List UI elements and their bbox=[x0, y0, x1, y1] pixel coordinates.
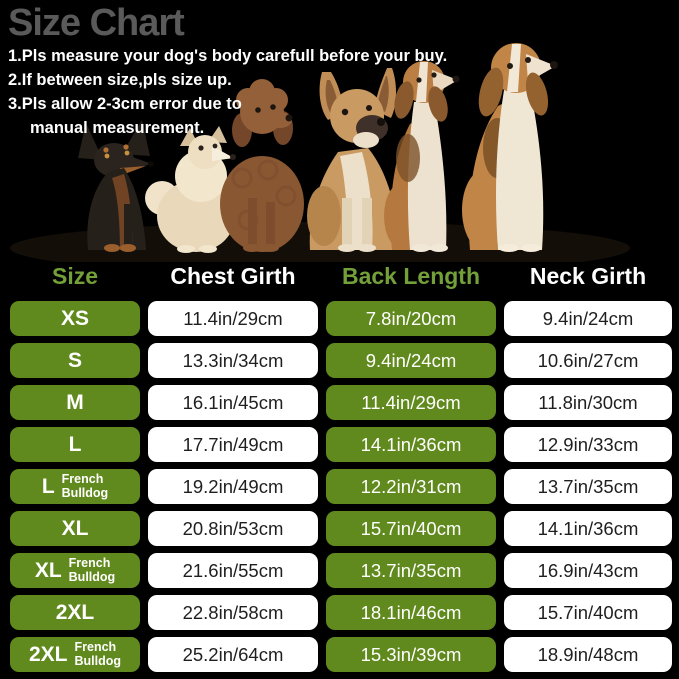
neck-value-s: 10.6in/27cm bbox=[504, 343, 672, 378]
size-label: M bbox=[66, 390, 84, 414]
back-value-l: 14.1in/36cm bbox=[326, 427, 496, 462]
size-label: XL bbox=[61, 516, 89, 540]
note-line-3: 3.Pls allow 2-3cm error due to bbox=[8, 95, 242, 113]
size-cell-xs: XS bbox=[10, 301, 140, 336]
neck-value-xs: 9.4in/24cm bbox=[504, 301, 672, 336]
size-sublabel: French Bulldog bbox=[74, 639, 122, 668]
size-cell-xl-french-bulldog: XL French Bulldog bbox=[10, 553, 140, 588]
chest-value-l-fb: 19.2in/49cm bbox=[148, 469, 318, 504]
chest-value-2xl: 22.8in/58cm bbox=[148, 595, 318, 630]
back-value-2xl: 18.1in/46cm bbox=[326, 595, 496, 630]
neck-value-l: 12.9in/33cm bbox=[504, 427, 672, 462]
note-line-2: 2.If between size,pls size up. bbox=[8, 71, 232, 89]
size-label: 2XL bbox=[55, 600, 95, 624]
note-line-1: 1.Pls measure your dog's body carefull b… bbox=[8, 47, 448, 65]
back-value-m: 11.4in/29cm bbox=[326, 385, 496, 420]
neck-value-2xl: 15.7in/40cm bbox=[504, 595, 672, 630]
back-value-xl-fb: 13.7in/35cm bbox=[326, 553, 496, 588]
size-table: Size Chest Girth Back Length Neck Girth … bbox=[10, 258, 672, 672]
size-cell-l: L bbox=[10, 427, 140, 462]
dog-french-bulldog bbox=[307, 68, 400, 252]
size-sublabel: French Bulldog bbox=[61, 471, 109, 500]
size-label: XL bbox=[34, 558, 62, 582]
dog-toy-poodle bbox=[220, 79, 304, 252]
neck-value-xl-fb: 16.9in/43cm bbox=[504, 553, 672, 588]
chest-value-xl-fb: 21.6in/55cm bbox=[148, 553, 318, 588]
size-label: L bbox=[68, 432, 82, 456]
chest-value-xs: 11.4in/29cm bbox=[148, 301, 318, 336]
chest-value-s: 13.3in/34cm bbox=[148, 343, 318, 378]
dog-pomeranian bbox=[145, 126, 236, 253]
neck-value-l-fb: 13.7in/35cm bbox=[504, 469, 672, 504]
size-label: S bbox=[67, 348, 82, 372]
back-value-xs: 7.8in/20cm bbox=[326, 301, 496, 336]
column-header-back-length: Back Length bbox=[341, 262, 481, 289]
size-cell-xl: XL bbox=[10, 511, 140, 546]
size-label: 2XL bbox=[28, 642, 68, 666]
dog-miniature-pinscher bbox=[78, 120, 154, 252]
size-cell-l-french-bulldog: L French Bulldog bbox=[10, 469, 140, 504]
column-header-chest-girth: Chest Girth bbox=[170, 262, 296, 289]
back-value-xl: 15.7in/40cm bbox=[326, 511, 496, 546]
size-label: L bbox=[41, 474, 55, 498]
size-cell-2xl-french-bulldog: 2XL French Bulldog bbox=[10, 637, 140, 672]
note-line-4: manual measurement. bbox=[30, 119, 205, 137]
chest-value-xl: 20.8in/53cm bbox=[148, 511, 318, 546]
neck-value-xl: 14.1in/36cm bbox=[504, 511, 672, 546]
size-cell-2xl: 2XL bbox=[10, 595, 140, 630]
column-header-neck-girth: Neck Girth bbox=[529, 262, 647, 289]
size-label: XS bbox=[60, 306, 89, 330]
back-value-l-fb: 12.2in/31cm bbox=[326, 469, 496, 504]
back-value-2xl-fb: 15.3in/39cm bbox=[326, 637, 496, 672]
neck-value-2xl-fb: 18.9in/48cm bbox=[504, 637, 672, 672]
page-title: Size Chart bbox=[8, 2, 185, 44]
neck-value-m: 11.8in/30cm bbox=[504, 385, 672, 420]
dog-beagle bbox=[384, 61, 460, 252]
chest-value-l: 17.7in/49cm bbox=[148, 427, 318, 462]
size-sublabel: French Bulldog bbox=[68, 555, 116, 584]
chest-value-m: 16.1in/45cm bbox=[148, 385, 318, 420]
measurement-notes: 1.Pls measure your dog's body carefull b… bbox=[8, 44, 447, 140]
dogs-photo bbox=[10, 43, 630, 262]
chest-value-2xl-fb: 25.2in/64cm bbox=[148, 637, 318, 672]
size-cell-s: S bbox=[10, 343, 140, 378]
dog-beagle-large bbox=[462, 43, 558, 252]
back-value-s: 9.4in/24cm bbox=[326, 343, 496, 378]
size-cell-m: M bbox=[10, 385, 140, 420]
column-header-size: Size bbox=[51, 262, 99, 289]
